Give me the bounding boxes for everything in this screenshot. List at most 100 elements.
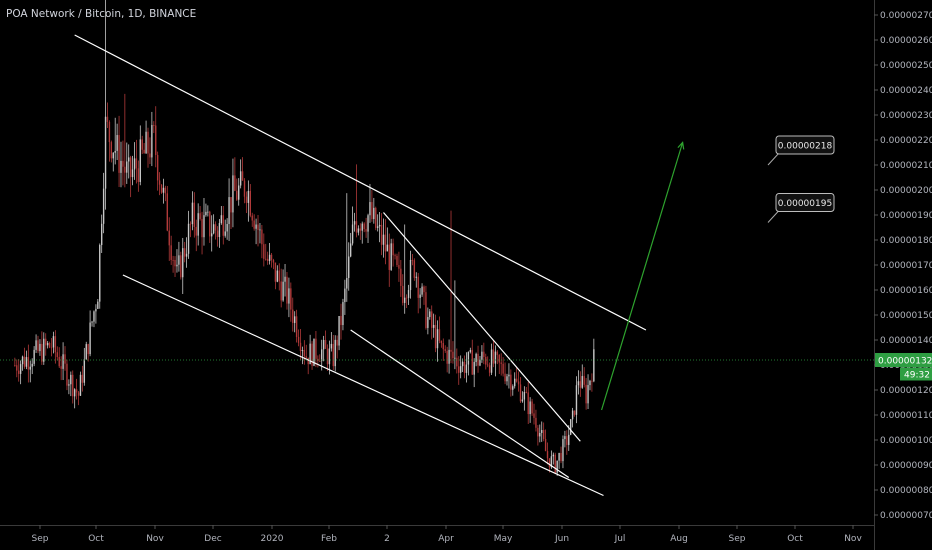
candle-body	[87, 344, 89, 355]
price-label-box[interactable]	[775, 135, 835, 155]
time-tick-label: Sep	[32, 534, 49, 544]
candle-body	[241, 171, 244, 181]
candle-body	[321, 349, 323, 362]
candle-body	[182, 248, 184, 278]
candle-body	[54, 336, 57, 353]
candle-body	[261, 229, 263, 245]
price-label-pointer	[767, 152, 780, 166]
candle-body	[492, 349, 495, 364]
price-tick-label: 0.00000120	[880, 386, 932, 396]
candle-body	[486, 364, 489, 366]
candle-body	[392, 243, 394, 256]
candle-body	[268, 254, 271, 262]
candle-body	[390, 243, 392, 270]
price-label-pointer	[767, 210, 780, 223]
candle-body	[214, 224, 217, 231]
candle-body	[539, 432, 541, 437]
candle-body	[353, 221, 356, 225]
candle-body	[220, 215, 223, 224]
candle-body	[407, 290, 410, 298]
candle-body	[434, 324, 437, 349]
candle-body	[328, 348, 331, 365]
price-tick-label: 0.00000100	[880, 436, 932, 446]
candle-body	[319, 361, 321, 362]
candle-body	[440, 340, 443, 344]
candle-body	[515, 378, 518, 382]
price-label-text: 0.00000195	[778, 199, 832, 209]
candle-body	[79, 374, 82, 396]
price-tick-label: 0.00000210	[880, 161, 932, 171]
price-tick-label: 0.00000160	[880, 286, 932, 296]
candle-body	[280, 281, 282, 301]
price-tick-label: 0.00000200	[880, 186, 932, 196]
time-tick-label: Apr	[438, 534, 454, 544]
candle-body	[575, 385, 578, 415]
candle-body	[346, 277, 348, 289]
trendline-upper-channel[interactable]	[74, 34, 647, 331]
candle-body	[456, 357, 458, 367]
price-tick-label: 0.00000240	[880, 86, 932, 96]
candle-body	[75, 389, 78, 393]
candle-body	[488, 365, 491, 373]
candle-body	[284, 276, 286, 282]
candle-body	[243, 180, 246, 197]
trendline-lower-channel[interactable]	[122, 274, 604, 497]
candle-body	[351, 224, 354, 244]
candle-body	[375, 207, 377, 228]
candle-body	[19, 364, 22, 374]
candle-body	[533, 413, 535, 418]
price-label-box[interactable]	[775, 193, 835, 212]
candle-body	[544, 438, 547, 452]
candle-body	[444, 349, 446, 351]
candle-body	[525, 391, 527, 393]
chart-title: POA Network / Bitcoin, 1D, BINANCE	[6, 8, 197, 20]
candle-body	[33, 349, 35, 364]
candle-body	[21, 356, 24, 365]
candle-body	[176, 264, 178, 267]
candle-body	[232, 175, 234, 213]
candle-body	[431, 311, 433, 328]
candle-body	[211, 233, 213, 237]
candle-body	[149, 153, 151, 158]
trendline-wedge-upper[interactable]	[383, 212, 581, 442]
candle-body	[537, 427, 539, 437]
candle-body	[64, 354, 66, 364]
price-tick-label: 0.00000170	[880, 261, 932, 271]
candle-body	[95, 308, 97, 312]
candle-body	[550, 456, 553, 468]
candle-body	[116, 135, 118, 151]
candle-body	[255, 224, 257, 229]
candle-body	[83, 359, 86, 383]
candle-body	[469, 350, 472, 352]
candle-body	[388, 244, 390, 270]
projection-arrow[interactable]	[600, 142, 684, 411]
candle-body	[259, 229, 261, 231]
time-tick-label: Oct	[787, 534, 803, 544]
candle-body	[303, 349, 306, 357]
candle-body	[382, 234, 385, 245]
candle-body	[230, 197, 232, 213]
candle-body	[585, 384, 587, 404]
candle-body	[324, 339, 327, 349]
candle-body	[122, 160, 124, 167]
candle-body	[340, 316, 342, 325]
time-tick-label: Aug	[670, 534, 688, 544]
candle-body	[378, 224, 381, 227]
time-tick-label: Dec	[204, 534, 221, 544]
candle-body	[16, 365, 18, 371]
candle-body	[48, 342, 51, 348]
candle-body	[448, 349, 450, 364]
candle-body	[222, 215, 224, 236]
candle-body	[187, 223, 190, 254]
candle-body	[467, 351, 470, 365]
candle-body	[529, 401, 531, 415]
candle-body	[344, 288, 346, 303]
candle-body	[477, 353, 479, 366]
candle-body	[276, 270, 279, 282]
candle-body	[523, 391, 526, 400]
candle-body	[566, 436, 568, 445]
candle-body	[172, 259, 174, 261]
trendline-wedge-lower[interactable]	[350, 329, 570, 478]
candle-body	[197, 213, 199, 236]
